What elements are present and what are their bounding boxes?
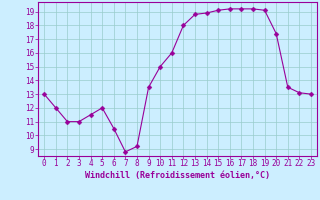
X-axis label: Windchill (Refroidissement éolien,°C): Windchill (Refroidissement éolien,°C) [85, 171, 270, 180]
